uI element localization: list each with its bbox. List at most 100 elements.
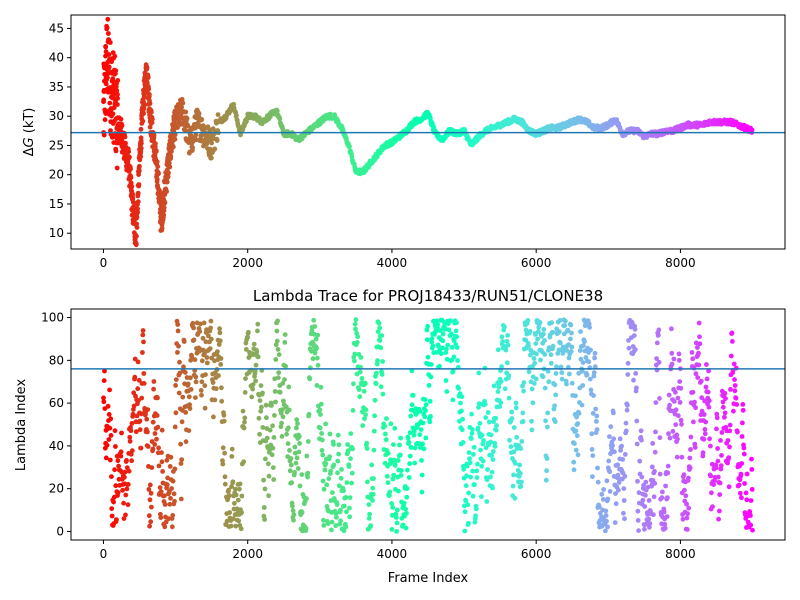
- bottom-data-point: [679, 421, 684, 427]
- bottom-data-point: [313, 336, 319, 342]
- bottom-data-point: [635, 508, 641, 514]
- bottom-data-point: [581, 343, 586, 348]
- bottom-data-point: [160, 469, 166, 474]
- bottom-data-point: [427, 398, 433, 404]
- bottom-data-point: [140, 350, 145, 355]
- bottom-data-point: [108, 433, 114, 438]
- bottom-data-point: [731, 408, 736, 414]
- bottom-data-point: [693, 340, 699, 346]
- bottom-data-point: [449, 331, 454, 337]
- bottom-data-point: [528, 352, 533, 358]
- top-data-point: [214, 138, 220, 143]
- bottom-data-point: [454, 320, 459, 326]
- top-data-point: [103, 44, 109, 50]
- bottom-data-point: [502, 386, 508, 392]
- bottom-data-point: [104, 442, 110, 448]
- top-data-point: [131, 200, 136, 205]
- bottom-data-point: [463, 498, 469, 504]
- bottom-data-point: [532, 381, 537, 386]
- bottom-data-point: [379, 333, 385, 338]
- bottom-data-point: [518, 483, 524, 489]
- top-data-point: [164, 179, 170, 185]
- bottom-data-point: [476, 370, 482, 376]
- bottom-data-point: [275, 318, 280, 324]
- top-y-tick-label: 40: [49, 51, 64, 65]
- bottom-data-point: [392, 463, 398, 468]
- bottom-data-point: [732, 377, 737, 382]
- bottom-data-point: [687, 455, 693, 461]
- bottom-data-point: [329, 527, 334, 533]
- bottom-data-point: [617, 436, 623, 442]
- bottom-data-point: [237, 481, 243, 487]
- bottom-data-point: [372, 413, 377, 419]
- bottom-data-point: [229, 454, 235, 459]
- bottom-data-point: [103, 455, 109, 461]
- top-data-point: [161, 212, 167, 218]
- top-data-point: [277, 116, 283, 122]
- bottom-data-point: [384, 416, 389, 421]
- bottom-data-point: [654, 340, 660, 346]
- bottom-data-point: [282, 377, 287, 382]
- bottom-data-point: [517, 470, 523, 476]
- bottom-data-point: [305, 474, 310, 480]
- bottom-x-ticks: 0 2000 4000 6000 8000: [100, 540, 696, 561]
- top-x-tick-label: 0: [100, 256, 108, 270]
- bottom-data-point: [385, 450, 391, 456]
- top-data-point: [114, 165, 120, 171]
- bottom-data-point: [221, 418, 227, 424]
- bottom-data-point: [297, 441, 302, 446]
- bottom-data-point: [656, 332, 661, 338]
- top-data-point: [749, 127, 755, 133]
- bottom-data-point: [178, 441, 184, 447]
- bottom-data-point: [282, 340, 288, 345]
- top-y-tick-label: 30: [49, 109, 64, 123]
- bottom-data-point: [450, 397, 456, 403]
- bottom-data-point: [168, 495, 173, 501]
- bottom-data-point: [657, 435, 663, 441]
- bottom-data-point: [292, 470, 297, 475]
- bottom-panel: Lambda Trace for PROJ18433/RUN51/CLONE38…: [14, 287, 786, 586]
- bottom-data-point: [188, 387, 194, 392]
- bottom-data-point: [573, 393, 578, 399]
- bottom-data-point: [346, 464, 352, 469]
- bottom-data-point: [652, 481, 658, 486]
- bottom-data-point: [454, 334, 460, 340]
- top-data-point: [234, 113, 239, 118]
- bottom-x-tick-label: 4000: [377, 547, 408, 561]
- bottom-data-point: [183, 410, 189, 415]
- bottom-data-point: [595, 465, 600, 471]
- bottom-data-point: [183, 439, 189, 445]
- bottom-data-point: [681, 472, 687, 478]
- bottom-data-point: [691, 419, 696, 425]
- bottom-scatter-points: [101, 317, 755, 534]
- bottom-data-point: [250, 382, 256, 387]
- top-data-point: [106, 31, 111, 36]
- bottom-data-point: [320, 452, 326, 458]
- bottom-data-point: [719, 430, 725, 435]
- bottom-data-point: [651, 494, 657, 500]
- bottom-data-point: [291, 517, 296, 523]
- bottom-data-point: [702, 427, 708, 432]
- bottom-data-point: [488, 432, 494, 438]
- bottom-data-point: [434, 318, 440, 324]
- bottom-data-point: [218, 356, 224, 361]
- bottom-data-point: [112, 467, 117, 473]
- bottom-data-point: [219, 398, 225, 404]
- bottom-data-point: [101, 378, 107, 383]
- bottom-data-point: [470, 468, 476, 474]
- bottom-data-point: [272, 413, 277, 418]
- bottom-data-point: [552, 419, 558, 425]
- bottom-data-point: [473, 506, 479, 512]
- bottom-data-point: [505, 342, 511, 348]
- bottom-data-point: [468, 474, 473, 480]
- bottom-data-point: [421, 446, 427, 452]
- bottom-data-point: [321, 517, 326, 523]
- bottom-data-point: [695, 345, 700, 350]
- bottom-data-point: [290, 508, 296, 514]
- bottom-data-point: [465, 502, 471, 508]
- bottom-data-point: [283, 363, 288, 369]
- bottom-data-point: [336, 483, 342, 489]
- bottom-data-point: [621, 486, 627, 491]
- bottom-data-point: [728, 387, 733, 392]
